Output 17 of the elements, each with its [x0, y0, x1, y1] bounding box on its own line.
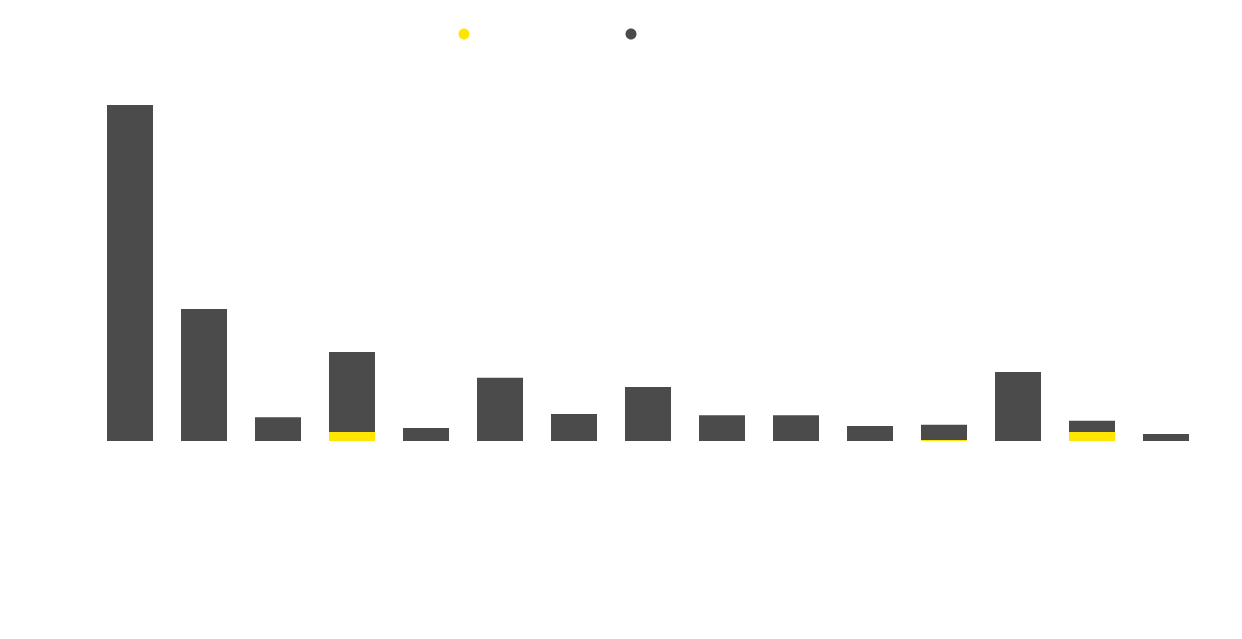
bar [107, 105, 154, 441]
bar [551, 414, 597, 441]
bar [329, 351, 376, 432]
bar [403, 427, 450, 441]
bar [625, 386, 672, 441]
bar [181, 308, 228, 441]
bar [329, 431, 376, 441]
bar [1069, 431, 1116, 441]
bar [477, 377, 524, 441]
bar [255, 417, 302, 441]
bar [921, 424, 968, 440]
bar [699, 415, 746, 441]
bar [1069, 420, 1116, 432]
bar [1143, 433, 1190, 441]
bar [773, 415, 820, 441]
bar [995, 372, 1042, 441]
bar [847, 425, 893, 441]
